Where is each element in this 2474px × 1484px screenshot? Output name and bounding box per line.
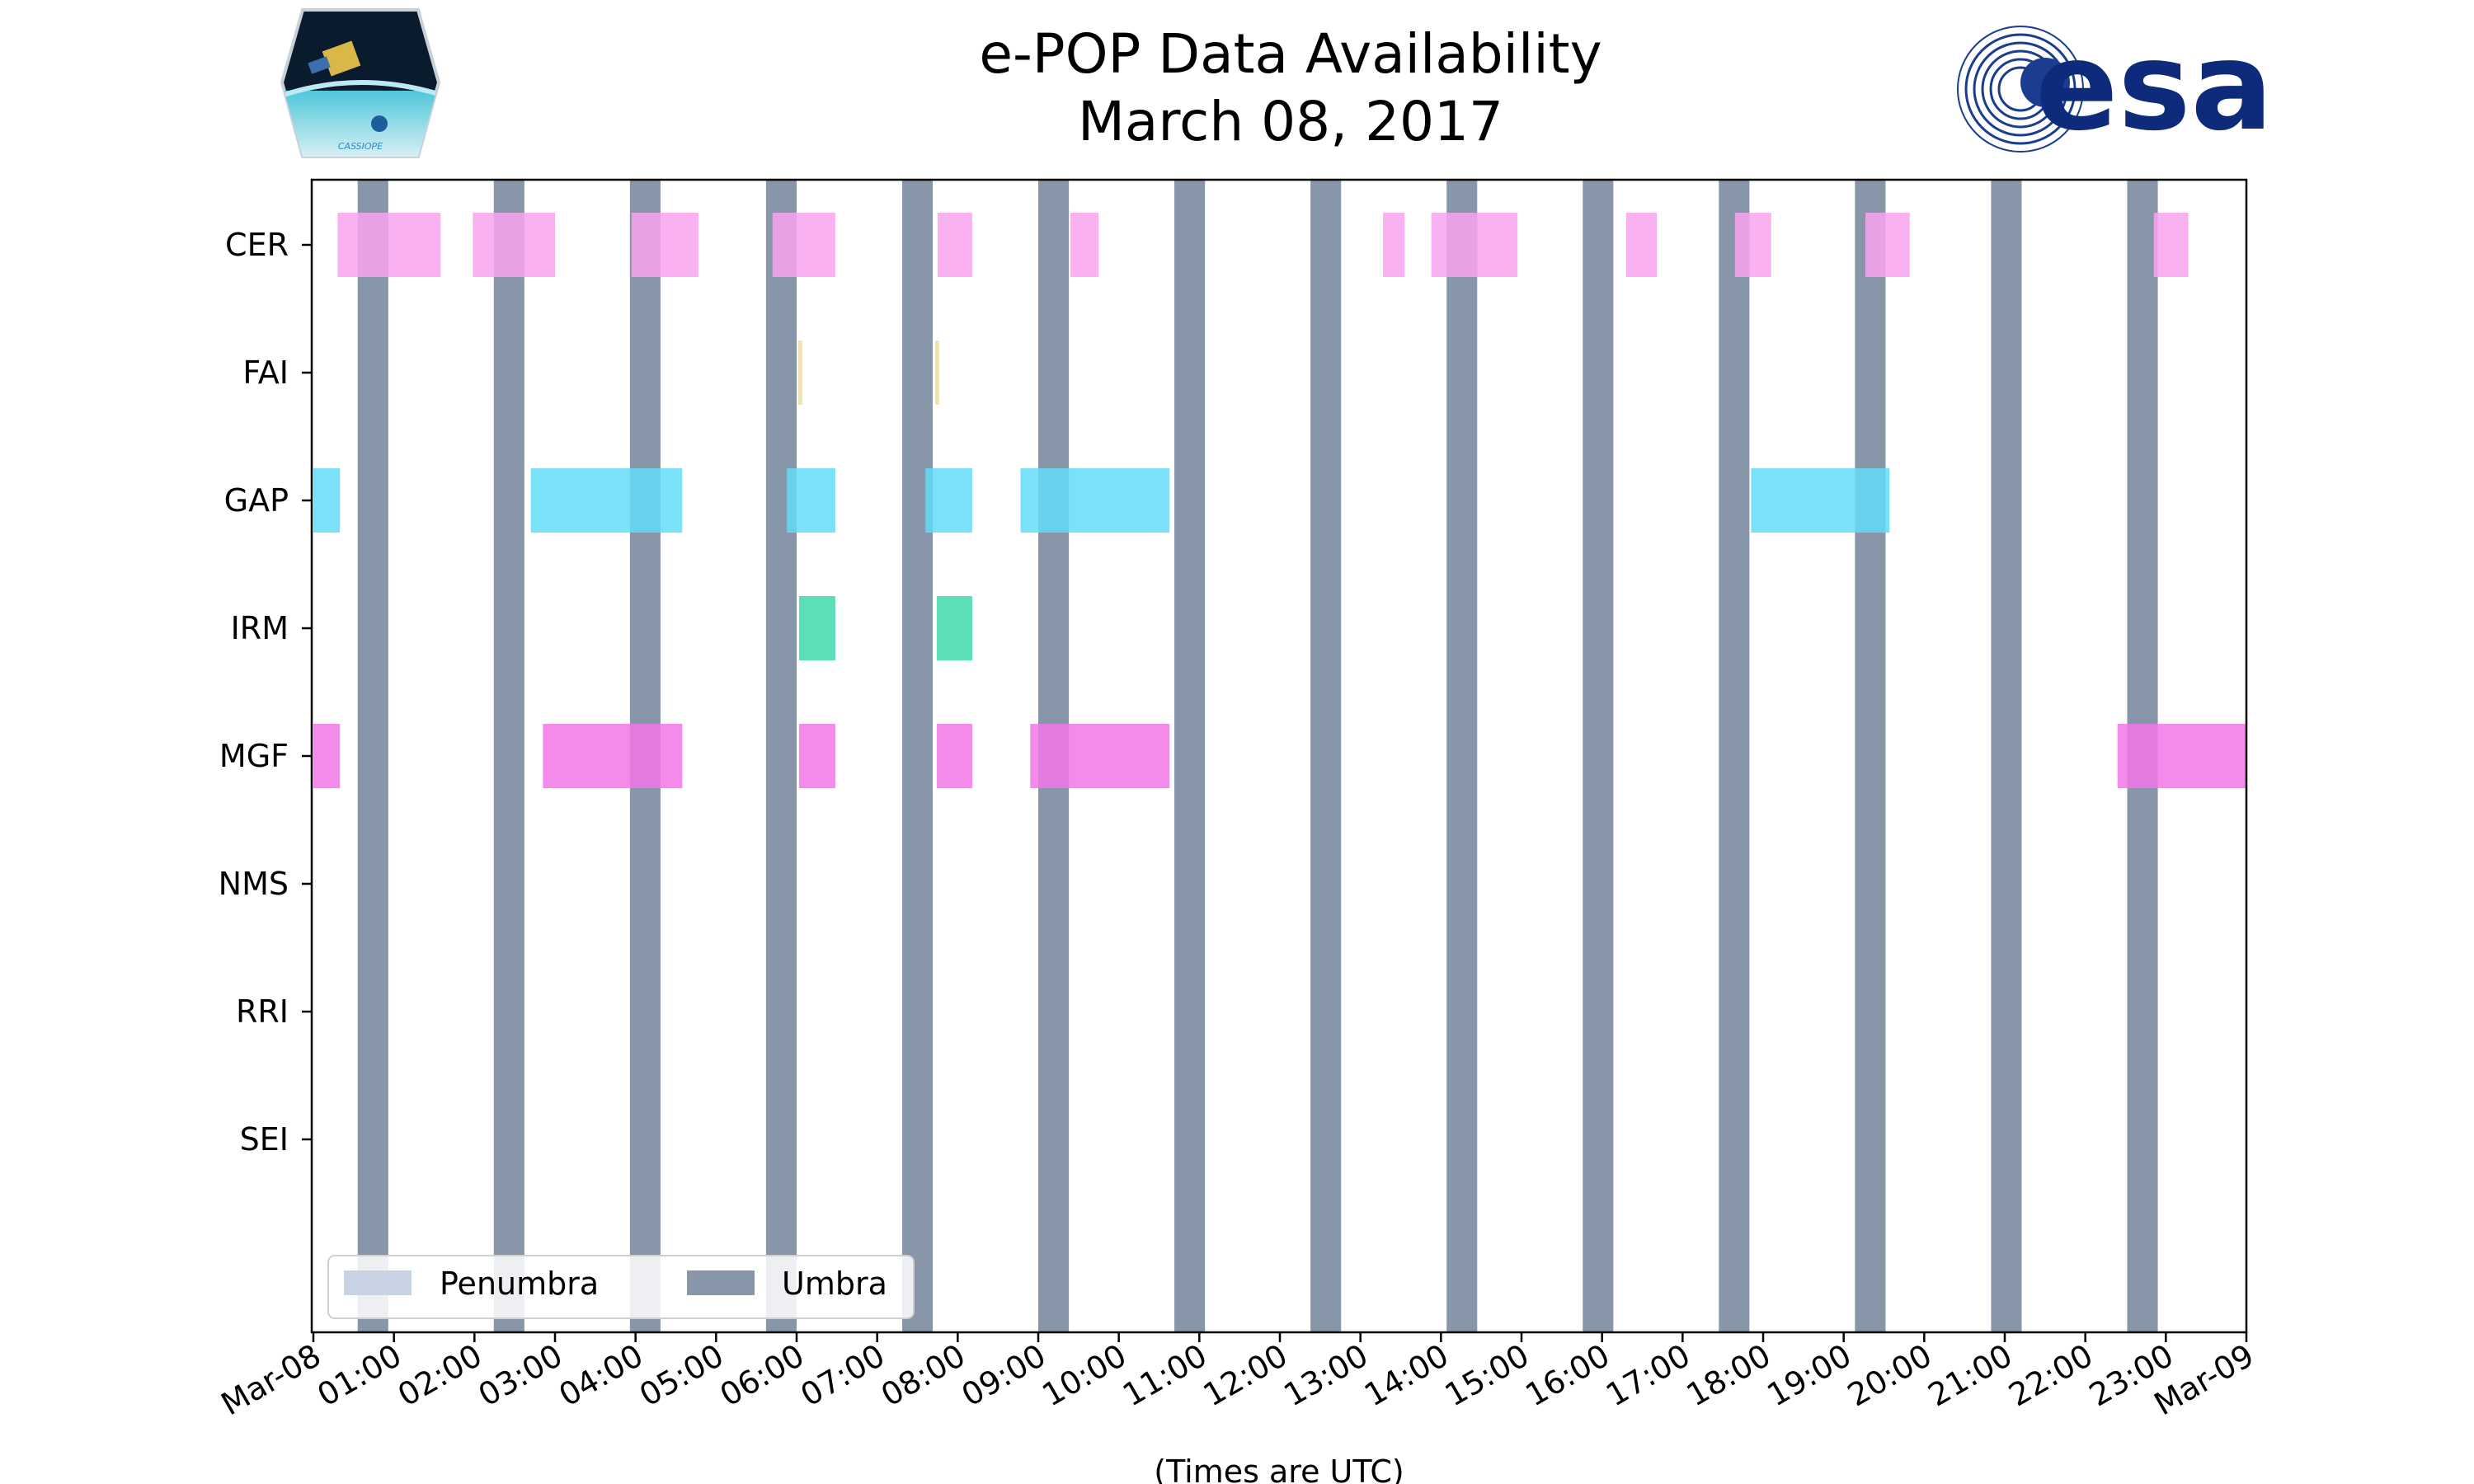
availability-bar-fai	[797, 340, 802, 405]
y-tick-label: MGF	[219, 738, 289, 774]
legend-label-penumbra: Penumbra	[440, 1266, 599, 1302]
availability-bar-cer	[631, 213, 698, 277]
x-tick-label: 06:00	[714, 1337, 811, 1414]
x-tick-label: 11:00	[1117, 1337, 1213, 1414]
x-tick-label: 10:00	[1036, 1337, 1132, 1414]
esa-logo-text: esa	[2035, 16, 2273, 157]
y-tick-label: RRI	[236, 993, 289, 1030]
legend-swatch-penumbra	[344, 1270, 412, 1295]
x-tick-label: 05:00	[633, 1337, 730, 1414]
y-axis: CER FAI GAP IRM MGF NMS RRI SEI	[219, 227, 312, 1158]
availability-bars	[313, 213, 2246, 788]
availability-bar-mgf	[1030, 724, 1170, 788]
availability-bar-mgf	[936, 724, 972, 788]
umbra-band	[1310, 180, 1342, 1332]
x-tick-label: 12:00	[1197, 1337, 1294, 1414]
x-tick-label: 16:00	[1519, 1337, 1616, 1414]
availability-bar-gap	[313, 468, 341, 533]
availability-bar-mgf	[313, 724, 341, 788]
availability-bar-cer	[2153, 213, 2189, 277]
x-tick-label: 08:00	[875, 1337, 971, 1414]
umbra-band	[493, 180, 524, 1332]
cassiope-mission-logo: CASSIOPE	[280, 8, 441, 158]
y-tick-label: NMS	[219, 866, 289, 902]
chart-legend: Penumbra Umbra	[327, 1255, 915, 1319]
y-tick-label: FAI	[242, 355, 289, 391]
availability-bar-cer	[337, 213, 441, 277]
availability-bar-cer	[1070, 213, 1099, 277]
umbra-band	[1719, 180, 1750, 1332]
availability-bar-fai	[934, 340, 939, 405]
availability-bar-gap	[1020, 468, 1170, 533]
x-tick-label: 15:00	[1439, 1337, 1536, 1414]
y-tick-label: CER	[225, 227, 289, 263]
umbra-band	[357, 180, 388, 1332]
availability-bar-cer	[772, 213, 835, 277]
availability-bar-cer	[1865, 213, 1910, 277]
cassiope-logo-text: CASSIOPE	[338, 141, 383, 152]
availability-bar-mgf	[543, 724, 683, 788]
availability-bar-gap	[1751, 468, 1890, 533]
availability-bar-gap	[787, 468, 835, 533]
x-tick-label: 14:00	[1358, 1337, 1455, 1414]
x-tick-label: 07:00	[794, 1337, 891, 1414]
x-tick-label: 04:00	[553, 1337, 649, 1414]
umbra-band	[1855, 180, 1886, 1332]
x-tick-label: 13:00	[1277, 1337, 1374, 1414]
legend-label-umbra: Umbra	[782, 1266, 887, 1302]
x-tick-label: Mar-08	[215, 1337, 327, 1423]
x-tick-label: 03:00	[473, 1337, 569, 1414]
availability-bar-gap	[925, 468, 972, 533]
y-tick-label: IRM	[231, 610, 289, 646]
x-tick-label: 09:00	[956, 1337, 1052, 1414]
availability-bar-cer	[473, 213, 555, 277]
x-tick-label: 20:00	[1841, 1337, 1938, 1414]
umbra-band	[1446, 180, 1478, 1332]
x-tick-label: 22:00	[2002, 1337, 2099, 1414]
availability-bar-cer	[1625, 213, 1658, 277]
availability-bar-irm	[798, 596, 835, 660]
umbra-band	[1174, 180, 1206, 1332]
y-tick-label: GAP	[224, 482, 289, 519]
availability-bar-mgf	[2117, 724, 2246, 788]
availability-bar-cer	[1734, 213, 1771, 277]
umbra-band	[1991, 180, 2022, 1332]
chart-subtitle: March 08, 2017	[1078, 90, 1503, 153]
x-tick-label: 18:00	[1681, 1337, 1777, 1414]
availability-bar-mgf	[798, 724, 835, 788]
availability-bar-cer	[1431, 213, 1518, 277]
x-tick-label: 19:00	[1761, 1337, 1857, 1414]
chart-title: e-POP Data Availability	[979, 22, 1602, 86]
umbra-band	[901, 180, 934, 1332]
umbra-band	[1583, 180, 1614, 1332]
x-tick-label: 02:00	[392, 1337, 488, 1414]
x-axis: Mar-0801:0002:0003:0004:0005:0006:0007:0…	[215, 1332, 2260, 1422]
availability-bar-cer	[937, 213, 972, 277]
availability-bar-gap	[530, 468, 683, 533]
esa-logo: esa	[1957, 16, 2273, 157]
x-axis-label: (Times are UTC)	[1154, 1453, 1404, 1484]
availability-bar-irm	[936, 596, 972, 660]
x-tick-label: 17:00	[1600, 1337, 1696, 1414]
availability-bar-cer	[1383, 213, 1405, 277]
x-tick-label: 21:00	[1922, 1337, 2019, 1414]
legend-swatch-umbra	[687, 1270, 755, 1295]
x-tick-label: 01:00	[311, 1337, 407, 1414]
umbra-band	[765, 180, 797, 1332]
y-tick-label: SEI	[240, 1121, 289, 1158]
legend-box	[327, 1255, 915, 1319]
